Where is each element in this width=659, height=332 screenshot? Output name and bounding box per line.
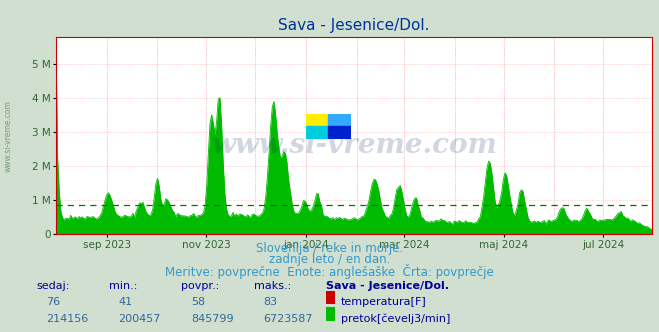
Title: Sava - Jesenice/Dol.: Sava - Jesenice/Dol. (279, 18, 430, 33)
Text: 200457: 200457 (119, 314, 161, 324)
Text: Meritve: povprečne  Enote: anglešaške  Črta: povprečje: Meritve: povprečne Enote: anglešaške Črt… (165, 264, 494, 279)
Text: 76: 76 (46, 297, 60, 307)
Bar (328, 114, 351, 126)
Text: 58: 58 (191, 297, 205, 307)
Text: 83: 83 (264, 297, 277, 307)
Bar (306, 114, 328, 126)
Text: 845799: 845799 (191, 314, 234, 324)
Text: min.:: min.: (109, 281, 137, 290)
Text: pretok[čevelj3/min]: pretok[čevelj3/min] (341, 314, 450, 324)
Text: www.si-vreme.com: www.si-vreme.com (212, 132, 497, 159)
Text: maks.:: maks.: (254, 281, 291, 290)
Bar (306, 126, 328, 139)
Text: temperatura[F]: temperatura[F] (341, 297, 426, 307)
Text: 41: 41 (119, 297, 132, 307)
Text: povpr.:: povpr.: (181, 281, 219, 290)
Text: sedaj:: sedaj: (36, 281, 70, 290)
Text: Slovenija / reke in morje.: Slovenija / reke in morje. (256, 242, 403, 255)
Text: 214156: 214156 (46, 314, 88, 324)
Text: www.si-vreme.com: www.si-vreme.com (3, 100, 13, 172)
Text: 6723587: 6723587 (264, 314, 313, 324)
Text: Sava - Jesenice/Dol.: Sava - Jesenice/Dol. (326, 281, 449, 290)
Bar (328, 126, 351, 139)
Text: zadnje leto / en dan.: zadnje leto / en dan. (269, 253, 390, 266)
